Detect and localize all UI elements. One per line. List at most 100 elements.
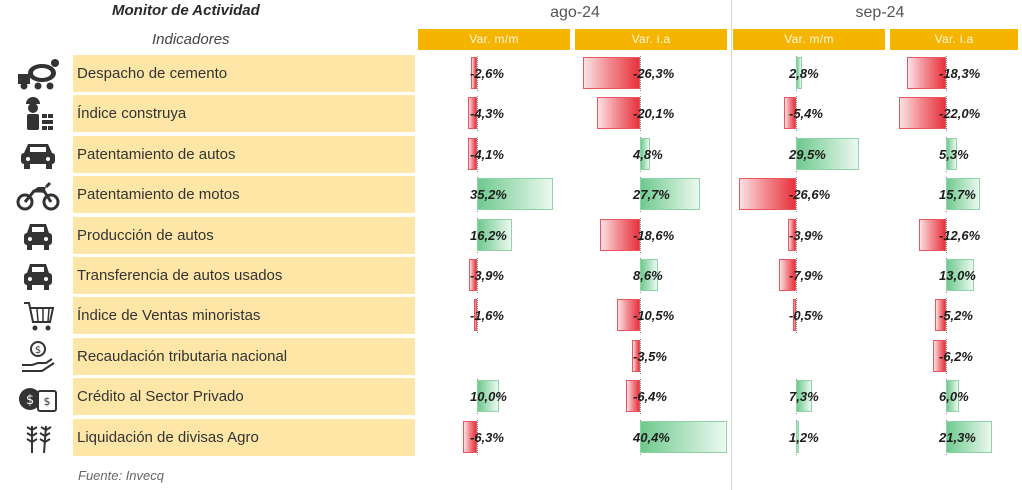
value-bar [796, 420, 799, 453]
zero-axis [796, 258, 797, 293]
period-label-sep: sep-24 [855, 4, 905, 21]
zero-axis [640, 217, 641, 253]
zero-axis [477, 96, 478, 132]
value-bar [640, 259, 659, 291]
indicator-label: Índice de Ventas minoristas [73, 297, 415, 335]
column-header-aug-ia: Var. i.a [575, 29, 727, 50]
value-label: -0,5% [789, 308, 823, 324]
zero-axis [640, 56, 641, 91]
zero-axis [796, 298, 797, 334]
zero-axis [477, 419, 478, 455]
zero-axis [640, 96, 641, 132]
value-bar [796, 137, 860, 170]
cement-mixer-icon [16, 56, 60, 92]
value-bar [626, 380, 640, 413]
car-icon [16, 137, 60, 173]
indicator-label: Despacho de cemento [73, 55, 415, 92]
value-label: 8,6% [633, 268, 663, 283]
value-label: 7,3% [789, 389, 819, 405]
zero-axis [640, 379, 641, 415]
value-label: -3,9% [470, 268, 504, 283]
value-bar [946, 137, 958, 170]
indicator-label: Recaudación tributaria nacional [73, 337, 415, 375]
indicator-label: Producción de autos [73, 216, 415, 254]
value-label: 21,3% [939, 429, 976, 445]
period-divider [731, 0, 732, 490]
zero-axis [477, 56, 478, 91]
indicator-label: Liquidación de divisas Agro [73, 418, 415, 456]
zero-axis [946, 298, 947, 334]
value-label: -7,9% [789, 268, 823, 283]
indicator-label: Crédito al Sector Privado [73, 378, 415, 416]
value-bar [600, 218, 640, 251]
value-label: -18,6% [633, 227, 675, 243]
value-bar [918, 218, 946, 251]
value-bar [934, 299, 946, 332]
shopping-cart-icon [16, 298, 60, 334]
value-label: 27,7% [633, 187, 670, 203]
zero-axis [946, 56, 947, 91]
value-label: 29,5% [789, 146, 826, 162]
value-bar [946, 420, 992, 453]
value-label: 35,2% [470, 187, 507, 203]
value-bar [779, 259, 796, 291]
value-bar [471, 57, 477, 89]
wheat-icon [16, 420, 60, 456]
car-front-icon [16, 218, 60, 254]
zero-axis [477, 298, 478, 334]
value-label: -4,3% [470, 106, 504, 122]
zero-axis [640, 298, 641, 334]
column-header-aug-mm: Var. m/m [418, 29, 570, 50]
svg-text:$: $ [44, 395, 51, 408]
value-label: 2,8% [789, 66, 819, 81]
value-bar [796, 57, 803, 89]
indicator-label: Índice construya [73, 95, 415, 133]
value-label: -3,9% [789, 227, 823, 243]
value-bar [468, 259, 477, 291]
value-label: -20,1% [633, 106, 675, 122]
coin-hand-icon: $ [16, 339, 60, 375]
value-bar [617, 299, 640, 332]
value-bar [583, 57, 640, 89]
value-label: -1,6% [470, 308, 504, 324]
value-bar [796, 380, 812, 413]
value-label: 1,2% [789, 429, 819, 445]
value-label: 6,0% [939, 389, 969, 405]
zero-axis [946, 338, 947, 374]
car-front-icon [16, 258, 60, 294]
value-label: 13,0% [939, 268, 976, 283]
zero-axis [477, 136, 478, 172]
value-label: -12,6% [939, 227, 981, 243]
value-label: -6,2% [939, 348, 973, 364]
value-bar [738, 178, 796, 211]
construction-worker-icon [16, 96, 60, 132]
zero-axis [796, 217, 797, 253]
value-label: -5,2% [939, 308, 973, 324]
zero-axis [796, 96, 797, 132]
value-label: -22,0% [939, 106, 981, 122]
money-bills-icon: $ $ [16, 379, 60, 415]
zero-axis [946, 217, 947, 253]
value-bar [477, 218, 512, 251]
value-label: -10,5% [633, 308, 675, 324]
svg-text:$: $ [35, 345, 41, 356]
value-bar [640, 420, 727, 453]
zero-axis [640, 338, 641, 374]
value-label: 5,3% [939, 146, 969, 162]
value-bar [596, 97, 640, 130]
value-bar [632, 339, 640, 372]
zero-axis [477, 258, 478, 293]
report-title: Monitor de Actividad [112, 2, 260, 19]
column-header-sep-ia: Var. i.a [890, 29, 1018, 50]
indicators-subtitle: Indicadores [152, 31, 230, 48]
value-label: -6,4% [633, 389, 667, 405]
value-label: -26,6% [789, 187, 831, 203]
value-bar [932, 339, 946, 372]
value-label: -26,3% [633, 66, 675, 81]
value-label: -3,5% [633, 348, 667, 364]
indicator-label: Patentamiento de autos [73, 135, 415, 173]
value-bar [477, 178, 553, 211]
value-label: -5,4% [789, 106, 823, 122]
value-bar [468, 137, 477, 170]
value-bar [946, 178, 980, 211]
